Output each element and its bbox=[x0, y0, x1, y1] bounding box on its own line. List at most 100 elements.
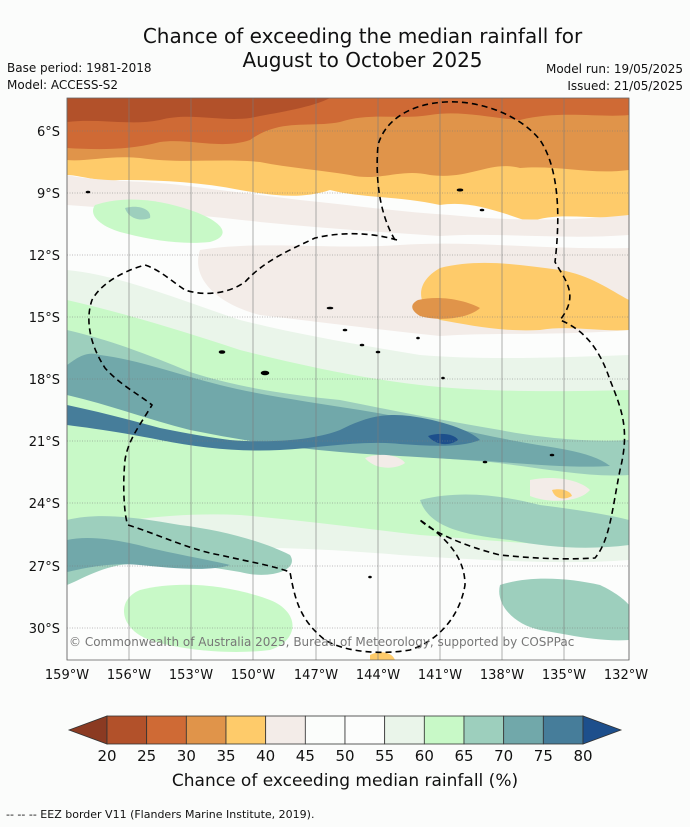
wet-core-deep bbox=[428, 433, 458, 445]
colorbar-label: Chance of exceeding median rainfall (%) bbox=[171, 771, 519, 791]
lon-label: 159°W bbox=[45, 668, 89, 683]
map-frame bbox=[66, 97, 630, 661]
island-4 bbox=[218, 350, 226, 354]
island-2 bbox=[456, 188, 464, 192]
eez-borders bbox=[88, 101, 626, 654]
dry-spot-central bbox=[365, 454, 405, 468]
eez-legend-note: -- -- -- EEZ border V11 (Flanders Marine… bbox=[6, 808, 315, 821]
wet-patch-north-core bbox=[125, 206, 151, 220]
title-line-1: Chance of exceeding the median rainfall … bbox=[142, 24, 583, 48]
lat-label: 6°S bbox=[37, 125, 60, 140]
colorbar-tick-label: 70 bbox=[494, 747, 513, 765]
lon-label: 141°W bbox=[418, 668, 462, 683]
island-13 bbox=[549, 453, 555, 457]
colorbar-tick-label: 30 bbox=[177, 747, 196, 765]
rainfall-map bbox=[67, 98, 629, 660]
colorbar-tick-label: 55 bbox=[375, 747, 394, 765]
lat-label: 18°S bbox=[29, 373, 60, 388]
colorbar-segments bbox=[106, 715, 584, 745]
colorbar-segment bbox=[304, 715, 346, 745]
islands bbox=[85, 188, 555, 579]
island-8 bbox=[359, 343, 365, 347]
island-3 bbox=[479, 208, 485, 212]
colorbar-tick-label: 20 bbox=[97, 747, 116, 765]
lat-label: 15°S bbox=[29, 311, 60, 326]
colorbar-tick-label: 75 bbox=[534, 747, 553, 765]
issued-date: Issued: 21/05/2025 bbox=[567, 79, 683, 93]
colorbar-segment bbox=[225, 715, 267, 745]
eez-border-northeast bbox=[376, 101, 626, 560]
wet-band-south-east bbox=[420, 494, 629, 548]
lon-labels: 159°W 156°W 153°W 150°W 147°W 144°W 141°… bbox=[45, 668, 648, 683]
meta-right: Model run: 19/05/2025 Issued: 21/05/2025 bbox=[546, 61, 683, 95]
colorbar-tick-label: 35 bbox=[216, 747, 235, 765]
colorbar-tick-label: 65 bbox=[454, 747, 473, 765]
lon-label: 147°W bbox=[294, 668, 338, 683]
colorbar-ticks: 20 25 30 35 40 45 50 55 60 65 70 75 80 bbox=[97, 747, 592, 765]
lat-label: 12°S bbox=[29, 249, 60, 264]
light-band-north bbox=[67, 175, 629, 237]
island-1 bbox=[85, 190, 91, 194]
colorbar-segment bbox=[185, 715, 227, 745]
colorbar-segment bbox=[344, 715, 386, 745]
colorbar-tick-label: 50 bbox=[335, 747, 354, 765]
lat-label: 9°S bbox=[37, 187, 60, 202]
base-period: Base period: 1981-2018 bbox=[7, 61, 152, 75]
band-20-25-north bbox=[67, 98, 330, 123]
meta-left: Base period: 1981-2018 Model: ACCESS-S2 bbox=[7, 60, 152, 94]
wet-patch-south bbox=[123, 584, 293, 652]
lon-label: 150°W bbox=[231, 668, 275, 683]
lat-label: 21°S bbox=[29, 435, 60, 450]
dry-spot-bottom bbox=[370, 652, 395, 660]
island-11 bbox=[441, 376, 445, 380]
map-title: Chance of exceeding the median rainfall … bbox=[0, 24, 690, 72]
colorbar-tick-label: 60 bbox=[415, 747, 434, 765]
colorbar-under-arrow bbox=[67, 715, 108, 745]
dry-spot-south-core bbox=[552, 489, 572, 499]
lat-labels: 6°S 9°S 12°S 15°S 18°S 21°S 24°S 27°S 30… bbox=[29, 125, 60, 637]
eez-border-west bbox=[88, 232, 466, 654]
model-run: Model run: 19/05/2025 bbox=[545, 62, 683, 76]
colorbar-tick-label: 25 bbox=[137, 747, 156, 765]
colorbar-tick-label: 80 bbox=[573, 747, 592, 765]
copyright-text: © Commonwealth of Australia 2025, Bureau… bbox=[69, 635, 574, 649]
colorbar-segment bbox=[463, 715, 505, 745]
island-6 bbox=[326, 306, 334, 310]
colorbar-segment bbox=[146, 715, 187, 745]
wet-band-south-core bbox=[67, 537, 230, 572]
dry-patch-central bbox=[421, 262, 629, 331]
colorbar-segment bbox=[106, 715, 148, 745]
model-name: Model: ACCESS-S2 bbox=[7, 78, 119, 92]
wet-band-south bbox=[67, 516, 292, 585]
colorbar-tick-label: 40 bbox=[256, 747, 275, 765]
lon-label: 144°W bbox=[356, 668, 400, 683]
lon-label: 138°W bbox=[480, 668, 524, 683]
lat-label: 24°S bbox=[29, 497, 60, 512]
colorbar-segment bbox=[265, 715, 306, 745]
lon-label: 153°W bbox=[169, 668, 213, 683]
lon-label: 132°W bbox=[604, 668, 648, 683]
meridians bbox=[66, 98, 630, 660]
island-10 bbox=[416, 336, 420, 340]
island-5 bbox=[260, 370, 270, 376]
island-9 bbox=[375, 350, 381, 354]
title-line-2: August to October 2025 bbox=[242, 48, 483, 72]
lon-label: 156°W bbox=[107, 668, 151, 683]
dry-patch-core bbox=[412, 297, 480, 319]
island-7 bbox=[342, 328, 348, 332]
lat-label: 27°S bbox=[29, 560, 60, 575]
lon-label: 135°W bbox=[542, 668, 586, 683]
lat-label: 30°S bbox=[29, 622, 60, 637]
colorbar-tick-label: 45 bbox=[296, 747, 315, 765]
colorbar: 20 25 30 35 40 45 50 55 60 65 70 75 80 bbox=[67, 715, 623, 765]
colorbar-segment bbox=[542, 715, 584, 745]
colorbar-segment bbox=[384, 715, 425, 745]
island-14 bbox=[368, 575, 372, 579]
colorbar-over-arrow bbox=[582, 715, 623, 745]
colorbar-segment bbox=[423, 715, 465, 745]
gridlines bbox=[67, 130, 629, 629]
colorbar-segment bbox=[503, 715, 544, 745]
wet-band-80-core bbox=[67, 405, 480, 451]
wet-patch-north bbox=[92, 199, 223, 243]
